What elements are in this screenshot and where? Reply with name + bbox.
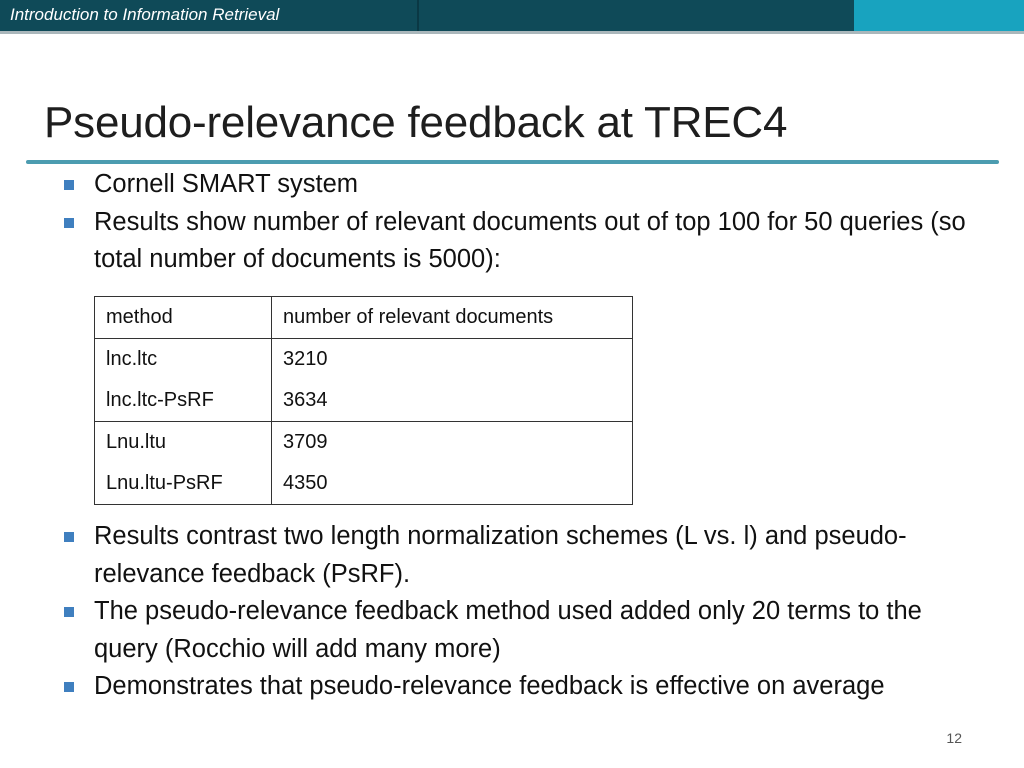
- title-rule: [26, 160, 999, 164]
- header-bar: Introduction to Information Retrieval: [0, 0, 1024, 34]
- bullet-text: The pseudo-relevance feedback method use…: [94, 597, 922, 663]
- bullet-text: Results show number of relevant document…: [94, 207, 966, 274]
- results-table: method number of relevant documents lnc.…: [94, 296, 633, 505]
- table-cell: Lnu.ltu-PsRF: [94, 462, 272, 505]
- table-cell: lnc.ltc-PsRF: [94, 379, 272, 422]
- header-divider: [417, 0, 419, 31]
- bullet-item: Results show number of relevant document…: [62, 204, 992, 279]
- table-header-cell: method: [94, 296, 272, 339]
- header-underline: [0, 31, 1024, 34]
- slide-title: Pseudo-relevance feedback at TREC4: [44, 98, 788, 147]
- table-row: lnc.ltc-PsRF 3634: [94, 379, 633, 422]
- course-title: Introduction to Information Retrieval: [10, 5, 280, 24]
- square-bullet-icon: [64, 532, 74, 542]
- square-bullet-icon: [64, 180, 74, 190]
- table-header-row: method number of relevant documents: [94, 296, 633, 339]
- bullet-item: Results contrast two length normalizatio…: [62, 518, 992, 593]
- bullet-item: The pseudo-relevance feedback method use…: [62, 593, 992, 668]
- bullet-list-bottom: Results contrast two length normalizatio…: [62, 518, 992, 706]
- header-dark-segment: [0, 0, 854, 31]
- header-light-segment: [854, 0, 1024, 31]
- bullet-item: Cornell SMART system: [62, 166, 992, 204]
- table-cell: 3634: [271, 379, 633, 422]
- table-row: Lnu.ltu 3709: [94, 421, 633, 463]
- table-cell: 4350: [271, 462, 633, 505]
- bullet-item: Demonstrates that pseudo-relevance feedb…: [62, 668, 992, 706]
- table-cell: 3709: [271, 421, 633, 463]
- table-cell: 3210: [271, 338, 633, 380]
- table-cell: Lnu.ltu: [94, 421, 272, 463]
- table-header-cell: number of relevant documents: [271, 296, 633, 339]
- page-number: 12: [946, 730, 962, 746]
- table-row: lnc.ltc 3210: [94, 338, 633, 380]
- bullet-text: Demonstrates that pseudo-relevance feedb…: [94, 672, 885, 700]
- square-bullet-icon: [64, 607, 74, 617]
- bullet-list-top: Cornell SMART system Results show number…: [62, 166, 992, 279]
- square-bullet-icon: [64, 217, 74, 228]
- bullet-text: Results contrast two length normalizatio…: [94, 522, 907, 588]
- bullet-text: Cornell SMART system: [94, 170, 359, 198]
- square-bullet-icon: [64, 682, 74, 692]
- table-cell: lnc.ltc: [94, 338, 272, 380]
- table-row: Lnu.ltu-PsRF 4350: [94, 462, 633, 505]
